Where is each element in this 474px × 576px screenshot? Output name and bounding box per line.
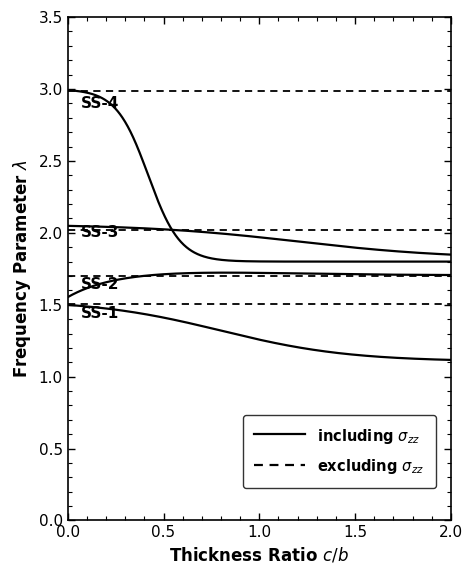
Y-axis label: Frequency Parameter $\lambda$: Frequency Parameter $\lambda$ [11, 160, 33, 378]
Legend: including $\sigma_{zz}$, excluding $\sigma_{zz}$: including $\sigma_{zz}$, excluding $\sig… [243, 415, 436, 488]
Text: SS-2: SS-2 [81, 277, 119, 292]
X-axis label: Thickness Ratio $c/b$: Thickness Ratio $c/b$ [169, 546, 349, 565]
Text: SS-1: SS-1 [81, 306, 119, 321]
Text: SS-4: SS-4 [81, 96, 119, 111]
Text: SS-3: SS-3 [81, 225, 119, 240]
